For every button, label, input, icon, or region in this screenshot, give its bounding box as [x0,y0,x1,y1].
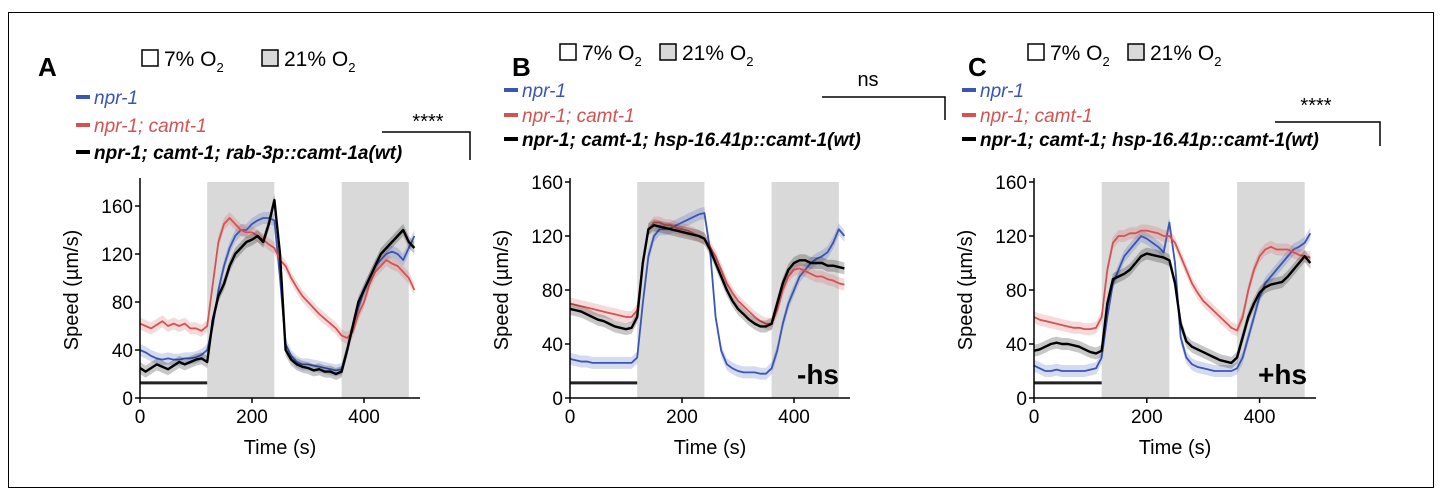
legend-entry: npr-1; camt-1 [94,116,207,137]
y-tick-label: 160 [995,173,1027,194]
oxygen-high-label: 21% O2 [284,48,355,75]
x-tick-label: 400 [778,407,810,428]
hyperoxia-shade [341,182,409,398]
oxygen-high-swatch [1127,43,1145,61]
y-axis-label: Speed (µm/s) [491,230,513,350]
x-axis-label: Time (s) [1139,437,1212,459]
legend-entry: npr-1 [94,88,138,109]
y-tick-label: 120 [101,245,133,266]
series-line [1033,221,1312,372]
legend-entry: npr-1; camt-1 [980,106,1093,127]
x-axis-label: Time (s) [244,437,317,459]
oxygen-low-swatch [141,49,159,67]
y-tick-label: 80 [1006,281,1027,302]
oxygen-low-label: 7% O2 [164,48,224,75]
y-tick-label: 40 [112,341,133,362]
series-line [1033,229,1311,332]
y-tick-label: 40 [1006,335,1027,356]
series-line [569,223,845,331]
x-tick-label: 0 [135,407,146,428]
oxygen-high-swatch [261,49,279,67]
significance-label: ns [857,69,878,91]
x-tick-label: 400 [348,407,380,428]
panel-B: B 7% O2 21% O2 npr-1 npr-1; camt-1 npr-1; cam… [491,42,946,459]
y-tick-label: 120 [995,227,1027,248]
y-axis-label: Speed (µm/s) [61,230,83,350]
oxygen-low-swatch [1027,43,1045,61]
x-tick-label: 200 [236,407,268,428]
series-line [139,217,416,339]
legend-entry: npr-1; camt-1; rab-3p::camt-1a(wt) [94,143,402,164]
x-tick-label: 200 [1131,407,1163,428]
significance-bracket [1275,121,1381,146]
legend-entry: npr-1 [980,81,1024,102]
y-tick-label: 160 [531,173,563,194]
significance-bracket [382,131,471,160]
panel-letter: B [512,52,531,82]
significance-label: **** [1300,95,1331,117]
y-tick-label: 0 [122,389,133,410]
oxygen-high-swatch [659,43,677,61]
y-tick-label: 40 [542,335,563,356]
oxygen-low-swatch [559,43,577,61]
y-tick-label: 0 [552,389,563,410]
panel-letter: C [968,52,987,82]
x-tick-label: 0 [565,407,576,428]
figure-frame [8,12,1434,488]
oxygen-high-label: 21% O2 [1150,42,1221,69]
y-tick-label: 160 [101,197,133,218]
panel-C: C 7% O2 21% O2 npr-1 npr-1; camt-1 npr-1; cam… [955,42,1381,459]
x-axis-label: Time (s) [674,437,747,459]
oxygen-low-label: 7% O2 [582,42,642,69]
significance-label: **** [412,111,443,133]
y-tick-label: 80 [542,281,563,302]
heat-shock-label: +hs [1258,359,1307,390]
heat-shock-label: -hs [797,359,839,390]
legend-entry: npr-1 [522,81,566,102]
legend-entry: npr-1; camt-1; hsp-16.41p::camt-1(wt) [980,130,1319,151]
x-tick-label: 200 [666,407,698,428]
oxygen-high-label: 21% O2 [682,42,753,69]
hyperoxia-shade [1101,182,1170,398]
panel-letter: A [38,52,57,82]
y-axis-label: Speed (µm/s) [955,230,977,350]
series-line [1033,252,1312,365]
y-tick-label: 80 [112,293,133,314]
significance-bracket [822,96,946,120]
x-tick-label: 0 [1029,407,1040,428]
panel-A: A 7% O2 21% O2 npr-1 npr-1; camt-1 npr-1; cam… [38,48,471,459]
series-line [139,198,416,376]
legend-entry: npr-1; camt-1; hsp-16.41p::camt-1(wt) [522,130,861,151]
y-tick-label: 0 [1016,389,1027,410]
x-tick-label: 400 [1244,407,1276,428]
y-tick-label: 120 [531,227,563,248]
legend-entry: npr-1; camt-1 [522,106,635,127]
series-line [569,212,846,375]
oxygen-low-label: 7% O2 [1050,42,1110,69]
